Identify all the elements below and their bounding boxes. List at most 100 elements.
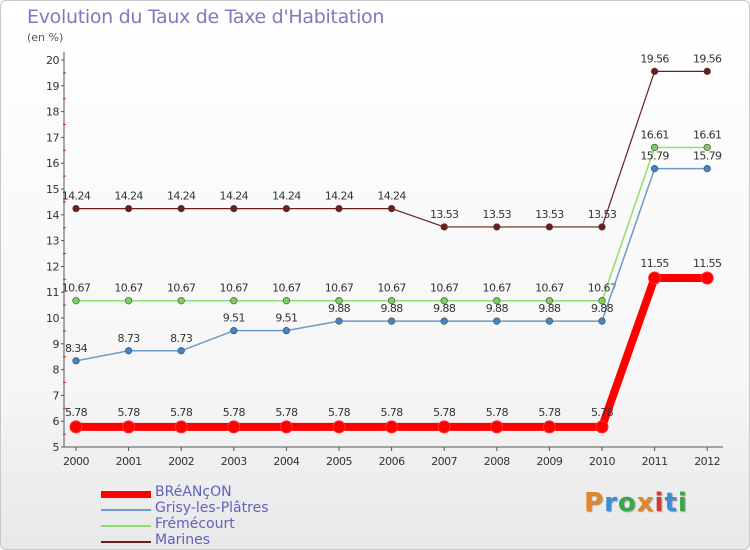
data-label-fremecourt: 10.67 xyxy=(272,282,301,295)
data-point-fremecourt xyxy=(124,297,133,305)
data-label-breancon: 5.78 xyxy=(223,406,246,419)
data-point-grisy-les-platres xyxy=(335,317,343,325)
x-tick-label: 2001 xyxy=(116,455,142,468)
data-point-fremecourt xyxy=(230,297,238,305)
y-tick-label: 12 xyxy=(46,260,59,273)
data-label-marines: 14.24 xyxy=(114,190,143,203)
x-tick-label: 2008 xyxy=(484,455,510,468)
data-label-marines: 14.24 xyxy=(325,190,354,203)
x-tick-label: 2012 xyxy=(694,455,720,468)
data-point-breancon xyxy=(385,420,399,434)
brand-logo: Proxiti xyxy=(584,488,688,518)
data-label-marines: 19.56 xyxy=(693,52,722,65)
data-point-marines xyxy=(124,205,133,213)
data-label-marines: 14.24 xyxy=(220,190,249,203)
data-point-grisy-les-platres xyxy=(650,165,659,173)
data-point-marines xyxy=(282,205,291,213)
data-point-marines xyxy=(598,223,606,231)
data-label-fremecourt: 10.67 xyxy=(430,282,459,295)
y-tick-label: 15 xyxy=(46,183,59,196)
x-tick-label: 2005 xyxy=(326,455,352,468)
data-point-grisy-les-platres xyxy=(493,317,501,325)
series-line-fremecourt xyxy=(75,146,708,302)
data-point-breancon xyxy=(490,420,504,434)
data-point-fremecourt xyxy=(177,297,185,305)
data-label-fremecourt: 10.67 xyxy=(588,282,617,295)
x-tick-label: 2000 xyxy=(63,455,89,468)
series-line-marines xyxy=(75,70,708,228)
data-point-breancon xyxy=(437,420,451,434)
data-label-marines: 14.24 xyxy=(167,190,196,203)
data-label-marines: 13.53 xyxy=(588,208,617,221)
data-label-grisy-les-platres: 9.88 xyxy=(381,302,404,315)
data-label-fremecourt: 10.67 xyxy=(114,282,143,295)
data-point-marines xyxy=(177,205,185,213)
data-point-grisy-les-platres xyxy=(598,317,606,325)
data-point-fremecourt xyxy=(72,297,80,305)
data-point-marines xyxy=(440,223,448,231)
data-point-grisy-les-platres xyxy=(440,317,448,325)
data-label-grisy-les-platres: 8.73 xyxy=(118,332,141,345)
data-point-breancon xyxy=(595,420,609,434)
data-point-grisy-les-platres xyxy=(282,327,291,335)
y-tick-label: 20 xyxy=(46,54,59,67)
data-label-marines: 14.24 xyxy=(272,190,301,203)
chart-unit: (en %) xyxy=(27,31,64,44)
y-tick-label: 16 xyxy=(46,157,59,170)
data-point-breancon xyxy=(542,420,556,434)
data-point-fremecourt xyxy=(282,297,291,305)
legend-label: Marines xyxy=(155,532,211,548)
y-tick-label: 18 xyxy=(46,106,59,119)
data-point-fremecourt xyxy=(388,297,396,305)
data-label-breancon: 5.78 xyxy=(65,406,88,419)
data-label-breancon: 11.55 xyxy=(693,257,722,270)
data-point-marines xyxy=(72,205,80,213)
data-label-breancon: 5.78 xyxy=(118,406,141,419)
data-label-grisy-les-platres: 9.88 xyxy=(433,302,456,315)
data-label-fremecourt: 10.67 xyxy=(220,282,249,295)
data-label-fremecourt: 16.61 xyxy=(693,128,722,141)
y-tick-label: 13 xyxy=(46,235,59,248)
x-tick-label: 2002 xyxy=(168,455,194,468)
data-point-grisy-les-platres xyxy=(545,317,554,325)
x-tick-label: 2003 xyxy=(221,455,247,468)
data-label-fremecourt: 10.67 xyxy=(325,282,354,295)
data-label-grisy-les-platres: 9.51 xyxy=(275,312,297,325)
x-tick-label: 2009 xyxy=(536,455,562,468)
data-point-marines xyxy=(335,205,343,213)
x-tick-label: 2011 xyxy=(642,455,668,468)
legend-swatch xyxy=(101,541,151,543)
data-label-fremecourt: 10.67 xyxy=(167,282,196,295)
data-point-breancon xyxy=(700,271,714,285)
data-point-breancon xyxy=(69,420,83,434)
data-point-grisy-les-platres xyxy=(177,347,185,355)
data-point-breancon xyxy=(174,420,188,434)
data-label-breancon: 5.78 xyxy=(538,406,561,419)
legend-swatch xyxy=(101,525,151,527)
data-label-grisy-les-platres: 9.88 xyxy=(328,302,351,315)
data-label-fremecourt: 16.61 xyxy=(640,128,669,141)
data-label-marines: 14.24 xyxy=(377,190,406,203)
data-point-fremecourt xyxy=(545,297,554,305)
data-label-grisy-les-platres: 9.88 xyxy=(538,302,561,315)
data-point-marines xyxy=(388,205,396,213)
x-tick-label: 2010 xyxy=(589,455,615,468)
legend-label: BRéANçON xyxy=(155,484,232,500)
data-label-fremecourt: 10.67 xyxy=(483,282,512,295)
y-tick-label: 19 xyxy=(46,80,59,93)
data-label-breancon: 5.78 xyxy=(170,406,193,419)
data-label-breancon: 5.78 xyxy=(433,406,456,419)
data-point-breancon xyxy=(122,420,136,434)
data-label-fremecourt: 10.67 xyxy=(377,282,406,295)
data-point-marines xyxy=(650,67,659,75)
data-label-grisy-les-platres: 8.73 xyxy=(170,332,193,345)
data-label-breancon: 5.78 xyxy=(486,406,509,419)
legend-label: Grisy-les-Plâtres xyxy=(155,500,269,516)
legend-swatch xyxy=(101,490,151,498)
data-label-breancon: 5.78 xyxy=(381,406,404,419)
data-label-fremecourt: 10.67 xyxy=(62,282,91,295)
data-point-marines xyxy=(703,67,711,75)
y-tick-label: 10 xyxy=(46,312,59,325)
y-tick-label: 11 xyxy=(46,286,59,299)
